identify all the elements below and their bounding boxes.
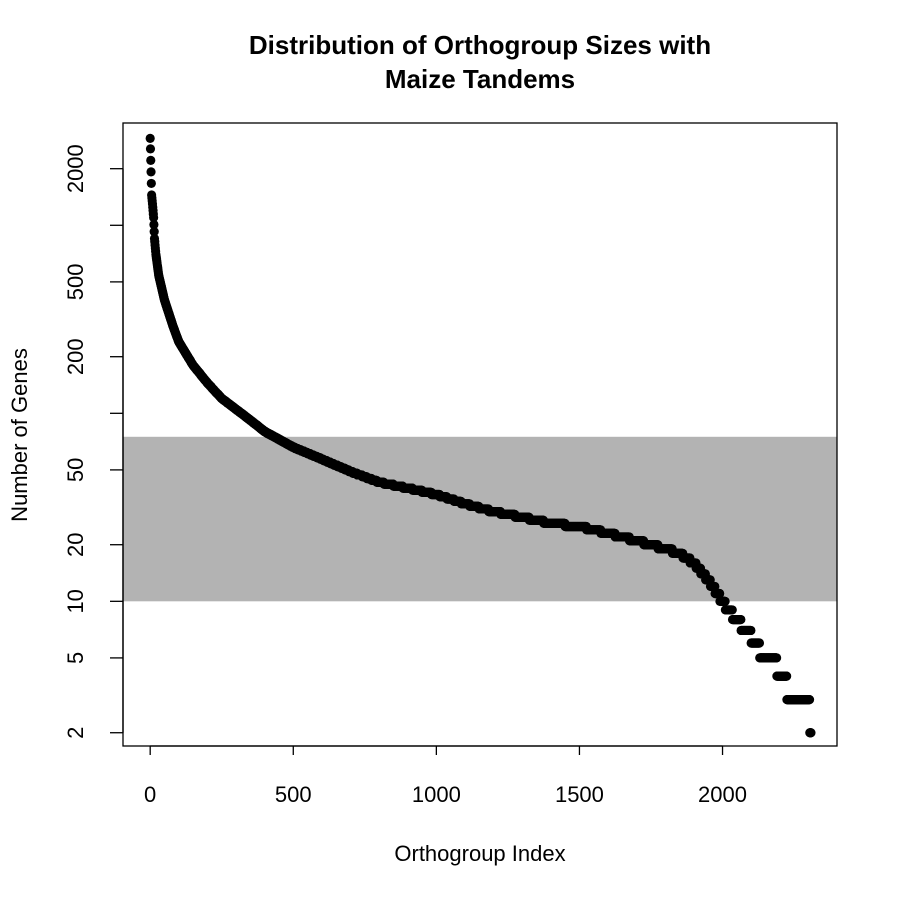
data-point [149,226,159,237]
data-point [149,219,159,230]
y-tick-label: 500 [63,264,88,301]
data-point [146,178,156,189]
y-tick-label: 5 [63,652,88,664]
chart-title: Distribution of Orthogroup Sizes with Ma… [249,30,711,94]
x-tick-label: 0 [144,782,156,807]
y-tick-label: 20 [63,532,88,556]
data-point [145,144,156,154]
y-axis-label: Number of Genes [7,348,32,522]
data-point [727,605,737,615]
data-point [146,155,156,165]
data-point [149,212,159,223]
plot-area: 0 500 1000 1500 2000 2 5 10 20 50 200 500 2000 [63,122,838,807]
data-point [806,728,816,738]
highlight-band [123,436,837,602]
data-point [710,581,720,592]
x-tick-label: 1500 [555,782,604,807]
data-point [715,588,725,599]
y-tick-label: 2000 [63,144,88,193]
data-point [772,653,782,663]
data-point [736,614,746,625]
data-point [746,625,756,636]
data-point [782,671,792,681]
data-point [146,167,156,177]
y-axis: 2 5 10 20 50 200 500 2000 [63,144,124,739]
y-tick-label: 200 [63,338,88,375]
y-tick-label: 50 [63,458,88,482]
x-axis-label: Orthogroup Index [394,841,565,866]
y-tick-label: 10 [63,589,88,613]
data-point [720,596,730,606]
x-tick-label: 2000 [698,782,747,807]
chart-title-line-2: Maize Tandems [385,64,575,94]
x-axis: 0 500 1000 1500 2000 [144,745,747,807]
chart-title-line-1: Distribution of Orthogroup Sizes with [249,30,711,60]
x-tick-label: 500 [275,782,312,807]
data-point [754,638,765,648]
data-points [145,133,816,738]
y-tick-label: 2 [63,727,88,739]
data-point [145,133,155,143]
data-point [804,695,815,705]
x-tick-label: 1000 [412,782,461,807]
plot-frame [122,122,838,747]
